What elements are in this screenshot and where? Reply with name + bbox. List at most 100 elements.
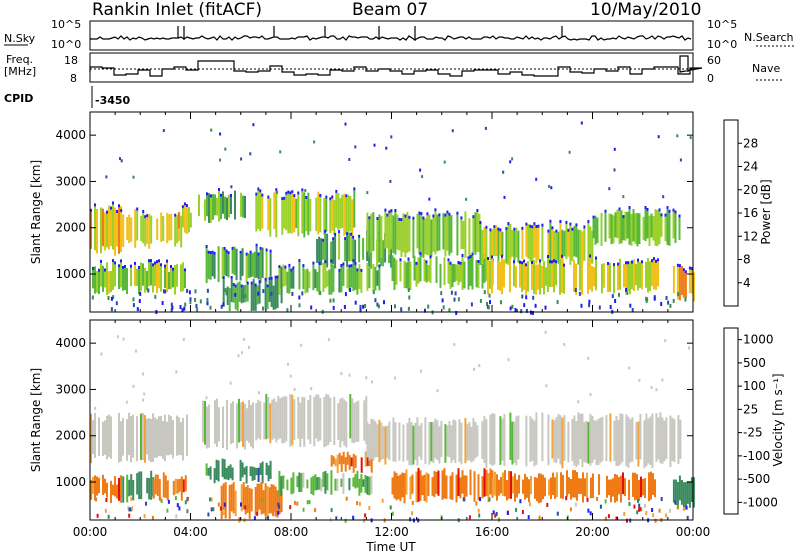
- x-tick-labels: 00:00 04:00 08:00 12:00 16:00 20:00 00:00: [73, 525, 711, 539]
- velocity-cell-2: [150, 470, 153, 500]
- power-sparse-cell: [421, 175, 424, 179]
- velocity-cell-3: [156, 474, 159, 496]
- power-cell-13: [561, 257, 563, 293]
- power-cell-12: [575, 226, 578, 258]
- velocity-cell-12: [531, 418, 534, 461]
- velocity-cell-2: [136, 473, 139, 495]
- velocity-cell-12: [557, 414, 560, 459]
- velocity-cell-8: [358, 478, 361, 496]
- power-edge-cell: [559, 220, 562, 223]
- power-noise-cell: [161, 301, 164, 305]
- velocity-cell-13: [514, 473, 516, 502]
- power-cell-9: [356, 271, 359, 295]
- power-noise-cell: [132, 303, 135, 308]
- power-cell-5: [251, 253, 254, 277]
- velocity-cell-12: [547, 414, 550, 466]
- power-edge-cell: [467, 256, 470, 260]
- velocity-noise-cell: [628, 502, 631, 506]
- velocity-noise-cell: [277, 502, 280, 507]
- velocity-cell-12: [595, 420, 598, 465]
- power-edge-cell: [266, 284, 269, 288]
- power-edge-cell: [485, 225, 488, 229]
- power-edge-cell: [519, 260, 521, 264]
- power-cell-9: [342, 265, 345, 286]
- velocity-noise-cell: [267, 516, 270, 521]
- velocity-sparse-cell: [300, 343, 303, 347]
- nsky-tick-top: 10^5: [51, 18, 81, 31]
- velocity-cell-10: [446, 425, 449, 457]
- power-cell-8: [344, 240, 347, 262]
- power-edge-cell: [497, 227, 500, 231]
- power-cell-2: [100, 262, 102, 287]
- velocity-cell-13: [622, 472, 624, 495]
- velocity-noise-cell: [308, 500, 311, 505]
- power-noise-cell: [319, 291, 322, 295]
- velocity-cell-10: [366, 422, 369, 458]
- velocity-sparse-cell: [638, 378, 641, 382]
- velocity-cell-7: [339, 398, 342, 448]
- power-edge-cell: [415, 261, 418, 265]
- power-edge-cell: [592, 215, 595, 219]
- velocity-noise-cell: [272, 512, 275, 517]
- power-cell-5: [227, 254, 230, 278]
- power-edge-cell: [354, 262, 357, 265]
- velocity-noise-cell: [248, 503, 251, 508]
- power-cell-7: [297, 194, 300, 237]
- velocity-cell-8: [306, 479, 309, 489]
- velocity-cell-9: [342, 451, 345, 465]
- velocity-sparse-cell: [661, 378, 664, 382]
- power-cell-7: [347, 194, 350, 234]
- power-cell-13: [543, 260, 545, 295]
- velocity-cell-13: [538, 473, 540, 504]
- power-edge-cell: [447, 258, 450, 262]
- colorbar-tick-label: -1000: [743, 495, 778, 509]
- power-cell-14: [668, 212, 671, 246]
- velocity-cell-11: [469, 469, 472, 495]
- power-cell-2: [176, 264, 178, 287]
- power-cell-2: [148, 262, 150, 287]
- power-noise-cell: [199, 299, 202, 304]
- velocity-cell-9: [350, 457, 353, 467]
- power-cell-0: [102, 208, 104, 247]
- nsky-label: N.Sky: [4, 32, 36, 45]
- power-sparse-cell: [535, 177, 538, 181]
- velocity-cell-6: [240, 484, 243, 512]
- velocity-cell-10: [432, 422, 435, 464]
- velocity-cell-12: [591, 415, 594, 463]
- power-edge-cell: [223, 247, 226, 250]
- power-edge-cell: [239, 250, 242, 254]
- power-edge-cell: [152, 263, 154, 267]
- velocity-cell-7: [319, 398, 322, 441]
- velocity-cell-4: [246, 408, 248, 441]
- power-cell-13: [489, 260, 491, 289]
- velocity-cell-4: [238, 398, 240, 443]
- velocity-cell-11: [423, 474, 426, 502]
- velocity-noise-cell: [686, 515, 689, 520]
- power-cell-2: [184, 271, 186, 289]
- power-cell-5: [217, 246, 220, 283]
- velocity-cell-6: [256, 483, 259, 512]
- velocity-cell-10: [464, 418, 467, 464]
- velocity-cell-12: [575, 421, 578, 468]
- power-cell-9: [360, 271, 363, 293]
- power-cell-11: [439, 263, 442, 288]
- power-sparse-cell: [249, 152, 252, 156]
- power-cell-11: [399, 261, 402, 282]
- power-cell-4: [224, 196, 226, 219]
- power-sparse-cell: [419, 168, 422, 172]
- power-edge-cell: [523, 259, 525, 263]
- power-cell-12: [515, 227, 518, 258]
- velocity-sparse-cell: [589, 393, 592, 396]
- power-edge-cell: [549, 219, 552, 223]
- power-cell-12: [525, 225, 528, 257]
- power-cell-11: [451, 263, 454, 288]
- power-cell-9: [304, 269, 307, 294]
- velocity-cell-14: [692, 477, 695, 508]
- power-cell-2: [106, 262, 108, 295]
- power-cell-5: [221, 247, 224, 280]
- velocity-noise-cell: [515, 507, 518, 512]
- velocity-noise-cell: [368, 506, 371, 511]
- velocity-cell-11: [393, 471, 396, 499]
- power-edge-cell: [258, 280, 261, 284]
- power-cell-1: [176, 214, 179, 244]
